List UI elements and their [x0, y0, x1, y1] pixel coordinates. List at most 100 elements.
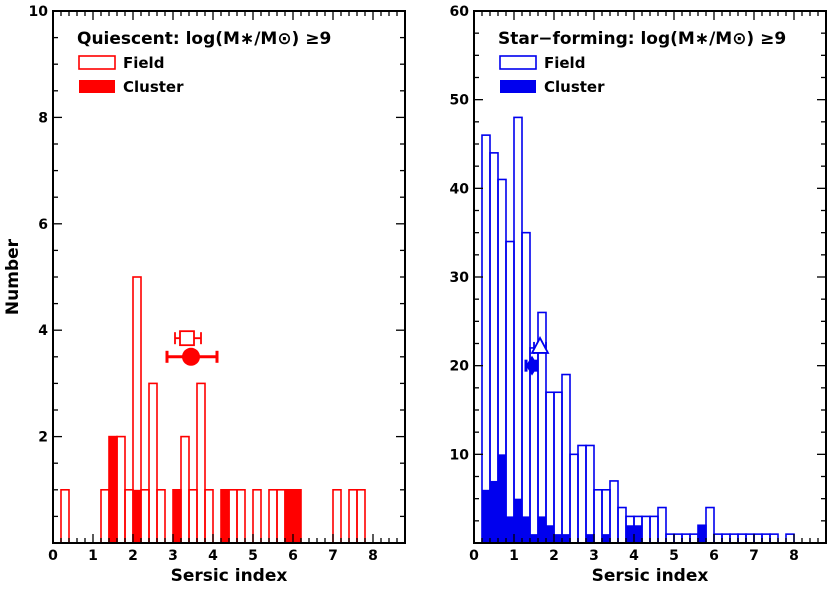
cluster-bar	[293, 489, 301, 543]
y-axis-label: Number	[3, 238, 23, 315]
x-tick-label: 0	[48, 548, 58, 564]
field-bar	[196, 382, 206, 544]
field-bar	[60, 488, 70, 544]
cluster-bar	[530, 534, 538, 543]
cluster-bar	[538, 516, 546, 543]
y-tick-label: 10	[29, 4, 49, 20]
cluster-bar	[522, 516, 530, 543]
cluster-bar	[173, 489, 181, 543]
field-bar	[521, 231, 531, 544]
field-bar	[188, 488, 198, 544]
field-bar	[577, 444, 587, 544]
x-tick-label: 6	[288, 548, 298, 564]
y-tick-label: 4	[38, 323, 48, 339]
x-tick-label: 1	[88, 548, 98, 564]
cluster-bar	[546, 525, 554, 543]
legend-swatch-field	[499, 55, 537, 70]
field-bar	[569, 453, 579, 544]
field-bar	[236, 488, 246, 544]
cluster-bar	[498, 454, 506, 543]
legend-swatch-field	[78, 55, 116, 70]
x-tick-label: 6	[709, 548, 719, 564]
field-bar	[553, 391, 563, 544]
y-tick-label: 20	[450, 359, 470, 375]
cluster-bar	[514, 498, 522, 543]
x-tick-label: 5	[248, 548, 258, 564]
open-square-marker	[179, 330, 195, 347]
field-bar	[689, 533, 699, 544]
field-bar	[729, 533, 739, 544]
y-tick-label: 8	[38, 110, 48, 126]
field-bar	[505, 240, 515, 544]
field-bar	[681, 533, 691, 544]
cluster-bar	[482, 489, 490, 543]
y-tick-label: 10	[450, 447, 470, 463]
cluster-bar	[554, 534, 562, 543]
field-bar	[100, 488, 110, 544]
cluster-bar	[109, 436, 117, 543]
field-bar	[665, 533, 675, 544]
field-bar	[641, 515, 651, 544]
x-tick-label: 2	[128, 548, 138, 564]
x-tick-label: 8	[789, 548, 799, 564]
filled-circle-marker	[182, 347, 200, 366]
cluster-bar	[602, 534, 610, 543]
open-triangle-marker	[530, 336, 550, 354]
x-tick-label: 0	[469, 548, 479, 564]
field-bar	[609, 480, 619, 544]
field-bar	[769, 533, 779, 544]
x-tick-label: 2	[549, 548, 559, 564]
cluster-bar	[626, 525, 634, 543]
field-bar	[545, 391, 555, 544]
x-tick-label: 3	[589, 548, 599, 564]
cluster-bar	[133, 489, 141, 543]
x-axis-label: Sersic index	[171, 566, 288, 586]
legend-label-field: Field	[544, 54, 585, 72]
legend-label-field: Field	[123, 54, 164, 72]
field-bar	[513, 116, 523, 544]
field-bar	[180, 435, 190, 544]
field-bar	[276, 488, 286, 544]
y-tick-label: 30	[450, 270, 470, 286]
chart-title: Quiescent: log(M∗/M⊙) ≥9	[77, 29, 331, 49]
x-tick-label: 8	[368, 548, 378, 564]
field-bar	[140, 488, 150, 544]
y-tick-label: 6	[38, 217, 48, 233]
field-bar	[348, 488, 358, 544]
field-bar	[713, 533, 723, 544]
x-tick-label: 7	[749, 548, 759, 564]
field-bar	[721, 533, 731, 544]
field-bar	[481, 134, 491, 544]
field-bar	[593, 488, 603, 544]
y-tick-label: 60	[450, 4, 470, 20]
field-bar	[657, 506, 667, 544]
cluster-bar	[586, 534, 594, 543]
field-bar	[124, 488, 134, 544]
x-tick-label: 4	[629, 548, 639, 564]
legend-label-cluster: Cluster	[123, 78, 184, 96]
field-bar	[148, 382, 158, 544]
x-tick-label: 7	[328, 548, 338, 564]
cluster-bar	[490, 480, 498, 543]
field-bar	[268, 488, 278, 544]
y-tick-label: 50	[450, 93, 470, 109]
field-bar	[585, 444, 595, 544]
x-tick-label: 1	[509, 548, 519, 564]
field-bar	[737, 533, 747, 544]
panel-quiescent: 0 1 2 3 4 5 6 7 8 2 4 6 8 10 Sersic index Number Quiesce…	[3, 4, 406, 586]
legend-swatch-cluster	[500, 80, 536, 93]
cluster-bar	[221, 489, 229, 543]
field-bar	[705, 506, 715, 544]
cluster-bar	[285, 489, 293, 543]
cluster-bar	[698, 525, 706, 543]
field-bar	[673, 533, 683, 544]
x-tick-label: 4	[208, 548, 218, 564]
legend-label-cluster: Cluster	[544, 78, 605, 96]
field-bar	[116, 435, 126, 544]
chart-title: Star−forming: log(M∗/M⊙) ≥9	[498, 29, 786, 49]
field-bar	[617, 506, 627, 544]
x-axis-label: Sersic index	[592, 566, 709, 586]
field-bar	[356, 488, 366, 544]
field-bar	[156, 488, 166, 544]
